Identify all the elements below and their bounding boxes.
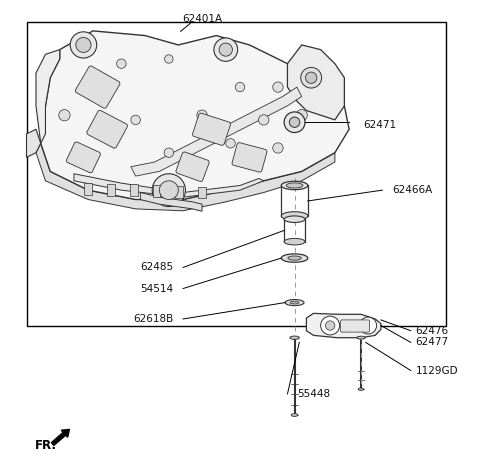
Circle shape	[305, 72, 317, 83]
Text: FR.: FR.	[35, 439, 57, 452]
Ellipse shape	[284, 238, 305, 245]
Ellipse shape	[357, 337, 365, 339]
Bar	[153, 185, 160, 197]
Text: 62471: 62471	[363, 119, 396, 129]
Circle shape	[59, 109, 70, 121]
Text: 62477: 62477	[416, 337, 449, 347]
Bar	[84, 183, 92, 195]
Bar	[130, 184, 137, 196]
Circle shape	[273, 143, 283, 153]
Ellipse shape	[284, 216, 305, 222]
Text: 1129GD: 1129GD	[416, 365, 458, 375]
Circle shape	[325, 321, 335, 330]
Circle shape	[219, 43, 232, 56]
Circle shape	[165, 55, 173, 63]
Polygon shape	[131, 87, 301, 176]
Ellipse shape	[285, 300, 304, 306]
Bar	[198, 186, 206, 198]
Circle shape	[301, 67, 322, 88]
Circle shape	[284, 112, 305, 133]
Circle shape	[76, 37, 91, 53]
Circle shape	[117, 59, 126, 68]
Polygon shape	[140, 192, 202, 211]
Text: 62476: 62476	[416, 326, 449, 336]
Circle shape	[159, 181, 179, 200]
Ellipse shape	[290, 336, 300, 339]
Ellipse shape	[281, 181, 308, 190]
Ellipse shape	[286, 183, 303, 188]
Circle shape	[214, 38, 238, 61]
Polygon shape	[74, 174, 264, 197]
Bar	[107, 184, 115, 195]
Ellipse shape	[288, 256, 301, 260]
Polygon shape	[26, 129, 41, 157]
Circle shape	[164, 148, 174, 157]
FancyArrow shape	[51, 429, 70, 446]
Text: 54514: 54514	[141, 283, 174, 293]
Circle shape	[197, 110, 207, 120]
Bar	[26, 21, 446, 326]
FancyBboxPatch shape	[232, 143, 267, 172]
FancyBboxPatch shape	[192, 113, 230, 146]
Polygon shape	[306, 313, 381, 337]
Circle shape	[152, 174, 185, 207]
Circle shape	[321, 316, 340, 335]
Circle shape	[131, 115, 140, 125]
Text: 62401A: 62401A	[182, 14, 222, 24]
Ellipse shape	[281, 212, 308, 220]
FancyBboxPatch shape	[341, 320, 370, 332]
FancyBboxPatch shape	[87, 110, 128, 148]
Ellipse shape	[291, 414, 298, 417]
Circle shape	[235, 82, 245, 92]
Circle shape	[360, 317, 377, 334]
Circle shape	[226, 138, 235, 148]
FancyBboxPatch shape	[176, 152, 209, 182]
Circle shape	[273, 82, 283, 92]
Ellipse shape	[290, 301, 299, 304]
Ellipse shape	[358, 388, 364, 391]
Text: 55448: 55448	[297, 389, 330, 399]
Circle shape	[259, 115, 269, 125]
Text: 62485: 62485	[141, 263, 174, 273]
Polygon shape	[288, 45, 344, 120]
Circle shape	[70, 32, 96, 58]
Circle shape	[289, 117, 300, 128]
Text: 62618B: 62618B	[133, 314, 174, 324]
Circle shape	[296, 109, 307, 121]
FancyBboxPatch shape	[75, 66, 120, 109]
Ellipse shape	[281, 254, 308, 262]
FancyBboxPatch shape	[66, 142, 100, 173]
Polygon shape	[41, 31, 349, 200]
Text: 62466A: 62466A	[392, 185, 432, 195]
Polygon shape	[36, 50, 60, 143]
Bar	[176, 186, 183, 198]
Polygon shape	[36, 143, 335, 211]
